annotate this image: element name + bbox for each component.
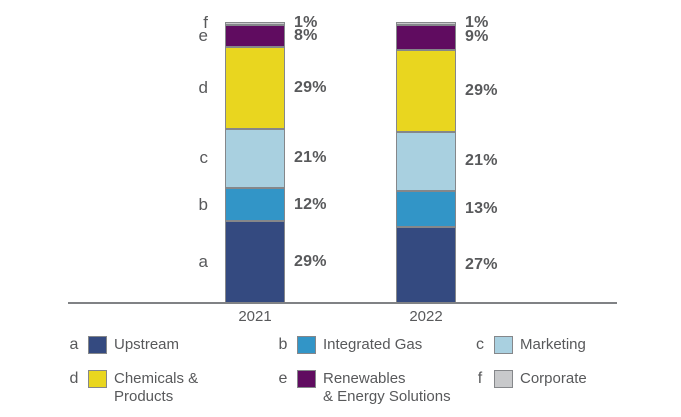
value-label-d-2021: 29%	[294, 79, 327, 97]
legend-label-d: Chemicals & Products	[114, 370, 199, 405]
segment-letter-a: a	[198, 252, 208, 272]
legend-letter-e: e	[278, 370, 288, 387]
legend-label-f: Corporate	[520, 370, 587, 387]
legend-item-b: b Integrated Gas	[275, 336, 422, 354]
value-label-d-2022: 29%	[465, 81, 498, 99]
value-label-c-2021: 21%	[294, 149, 327, 167]
legend-swatch-b	[297, 336, 316, 354]
legend-letter-a: a	[69, 336, 79, 353]
legend-letter-b: b	[278, 336, 288, 353]
segment-letter-f: f	[203, 13, 208, 33]
legend-swatch-f	[494, 370, 513, 388]
bar-segment-e-2022	[396, 24, 456, 51]
legend-item-f: f Corporate	[472, 370, 587, 388]
legend-item-d: d Chemicals & Products	[66, 370, 198, 406]
legend-label-c: Marketing	[520, 336, 586, 353]
segment-letter-e: e	[198, 26, 208, 46]
value-label-f-2022: 1%	[465, 14, 489, 32]
bar-segment-d-2022	[396, 50, 456, 132]
legend-swatch-c	[494, 336, 513, 354]
x-axis-tick-2022: 2022	[409, 308, 443, 325]
segment-letter-d: d	[198, 78, 208, 98]
legend-item-a: a Upstream	[66, 336, 179, 354]
bar-segment-c-2022	[396, 131, 456, 191]
segment-letter-b: b	[198, 194, 208, 214]
legend-letter-c: c	[476, 336, 484, 353]
legend-item-c: c Marketing	[472, 336, 586, 354]
stacked-bar-2021	[225, 22, 285, 303]
legend-swatch-e	[297, 370, 316, 388]
bar-segment-f-2021	[225, 22, 285, 25]
value-label-c-2022: 21%	[465, 152, 498, 170]
value-label-b-2021: 12%	[294, 195, 327, 213]
legend-item-e: e Renewables & Energy Solutions	[275, 370, 451, 406]
value-label-e-2022: 9%	[465, 28, 489, 46]
segment-letter-c: c	[199, 148, 209, 168]
value-label-a-2021: 29%	[294, 253, 327, 271]
bar-segment-b-2021	[225, 187, 285, 222]
legend-swatch-d	[88, 370, 107, 388]
x-axis-tick-2021: 2021	[238, 308, 272, 325]
legend-letter-f: f	[477, 370, 483, 387]
bar-segment-f-2022	[396, 22, 456, 25]
stacked-bar-2022	[396, 22, 456, 303]
legend-label-b: Integrated Gas	[323, 336, 423, 353]
bar-segment-e-2021	[225, 24, 285, 48]
value-label-e-2021: 8%	[294, 27, 318, 45]
bar-segment-a-2022	[396, 227, 456, 303]
bar-segment-a-2021	[225, 221, 285, 303]
bar-segment-d-2021	[225, 47, 285, 129]
legend-swatch-a	[88, 336, 107, 354]
legend-label-e: Renewables & Energy Solutions	[323, 370, 451, 405]
x-axis-line	[68, 302, 617, 304]
value-label-b-2022: 13%	[465, 199, 498, 217]
legend-letter-d: d	[69, 370, 79, 387]
bar-segment-b-2022	[396, 190, 456, 228]
value-label-a-2022: 27%	[465, 256, 498, 274]
bar-segment-c-2021	[225, 128, 285, 188]
value-label-f-2021: 1%	[294, 14, 318, 32]
legend-label-a: Upstream	[114, 336, 180, 353]
